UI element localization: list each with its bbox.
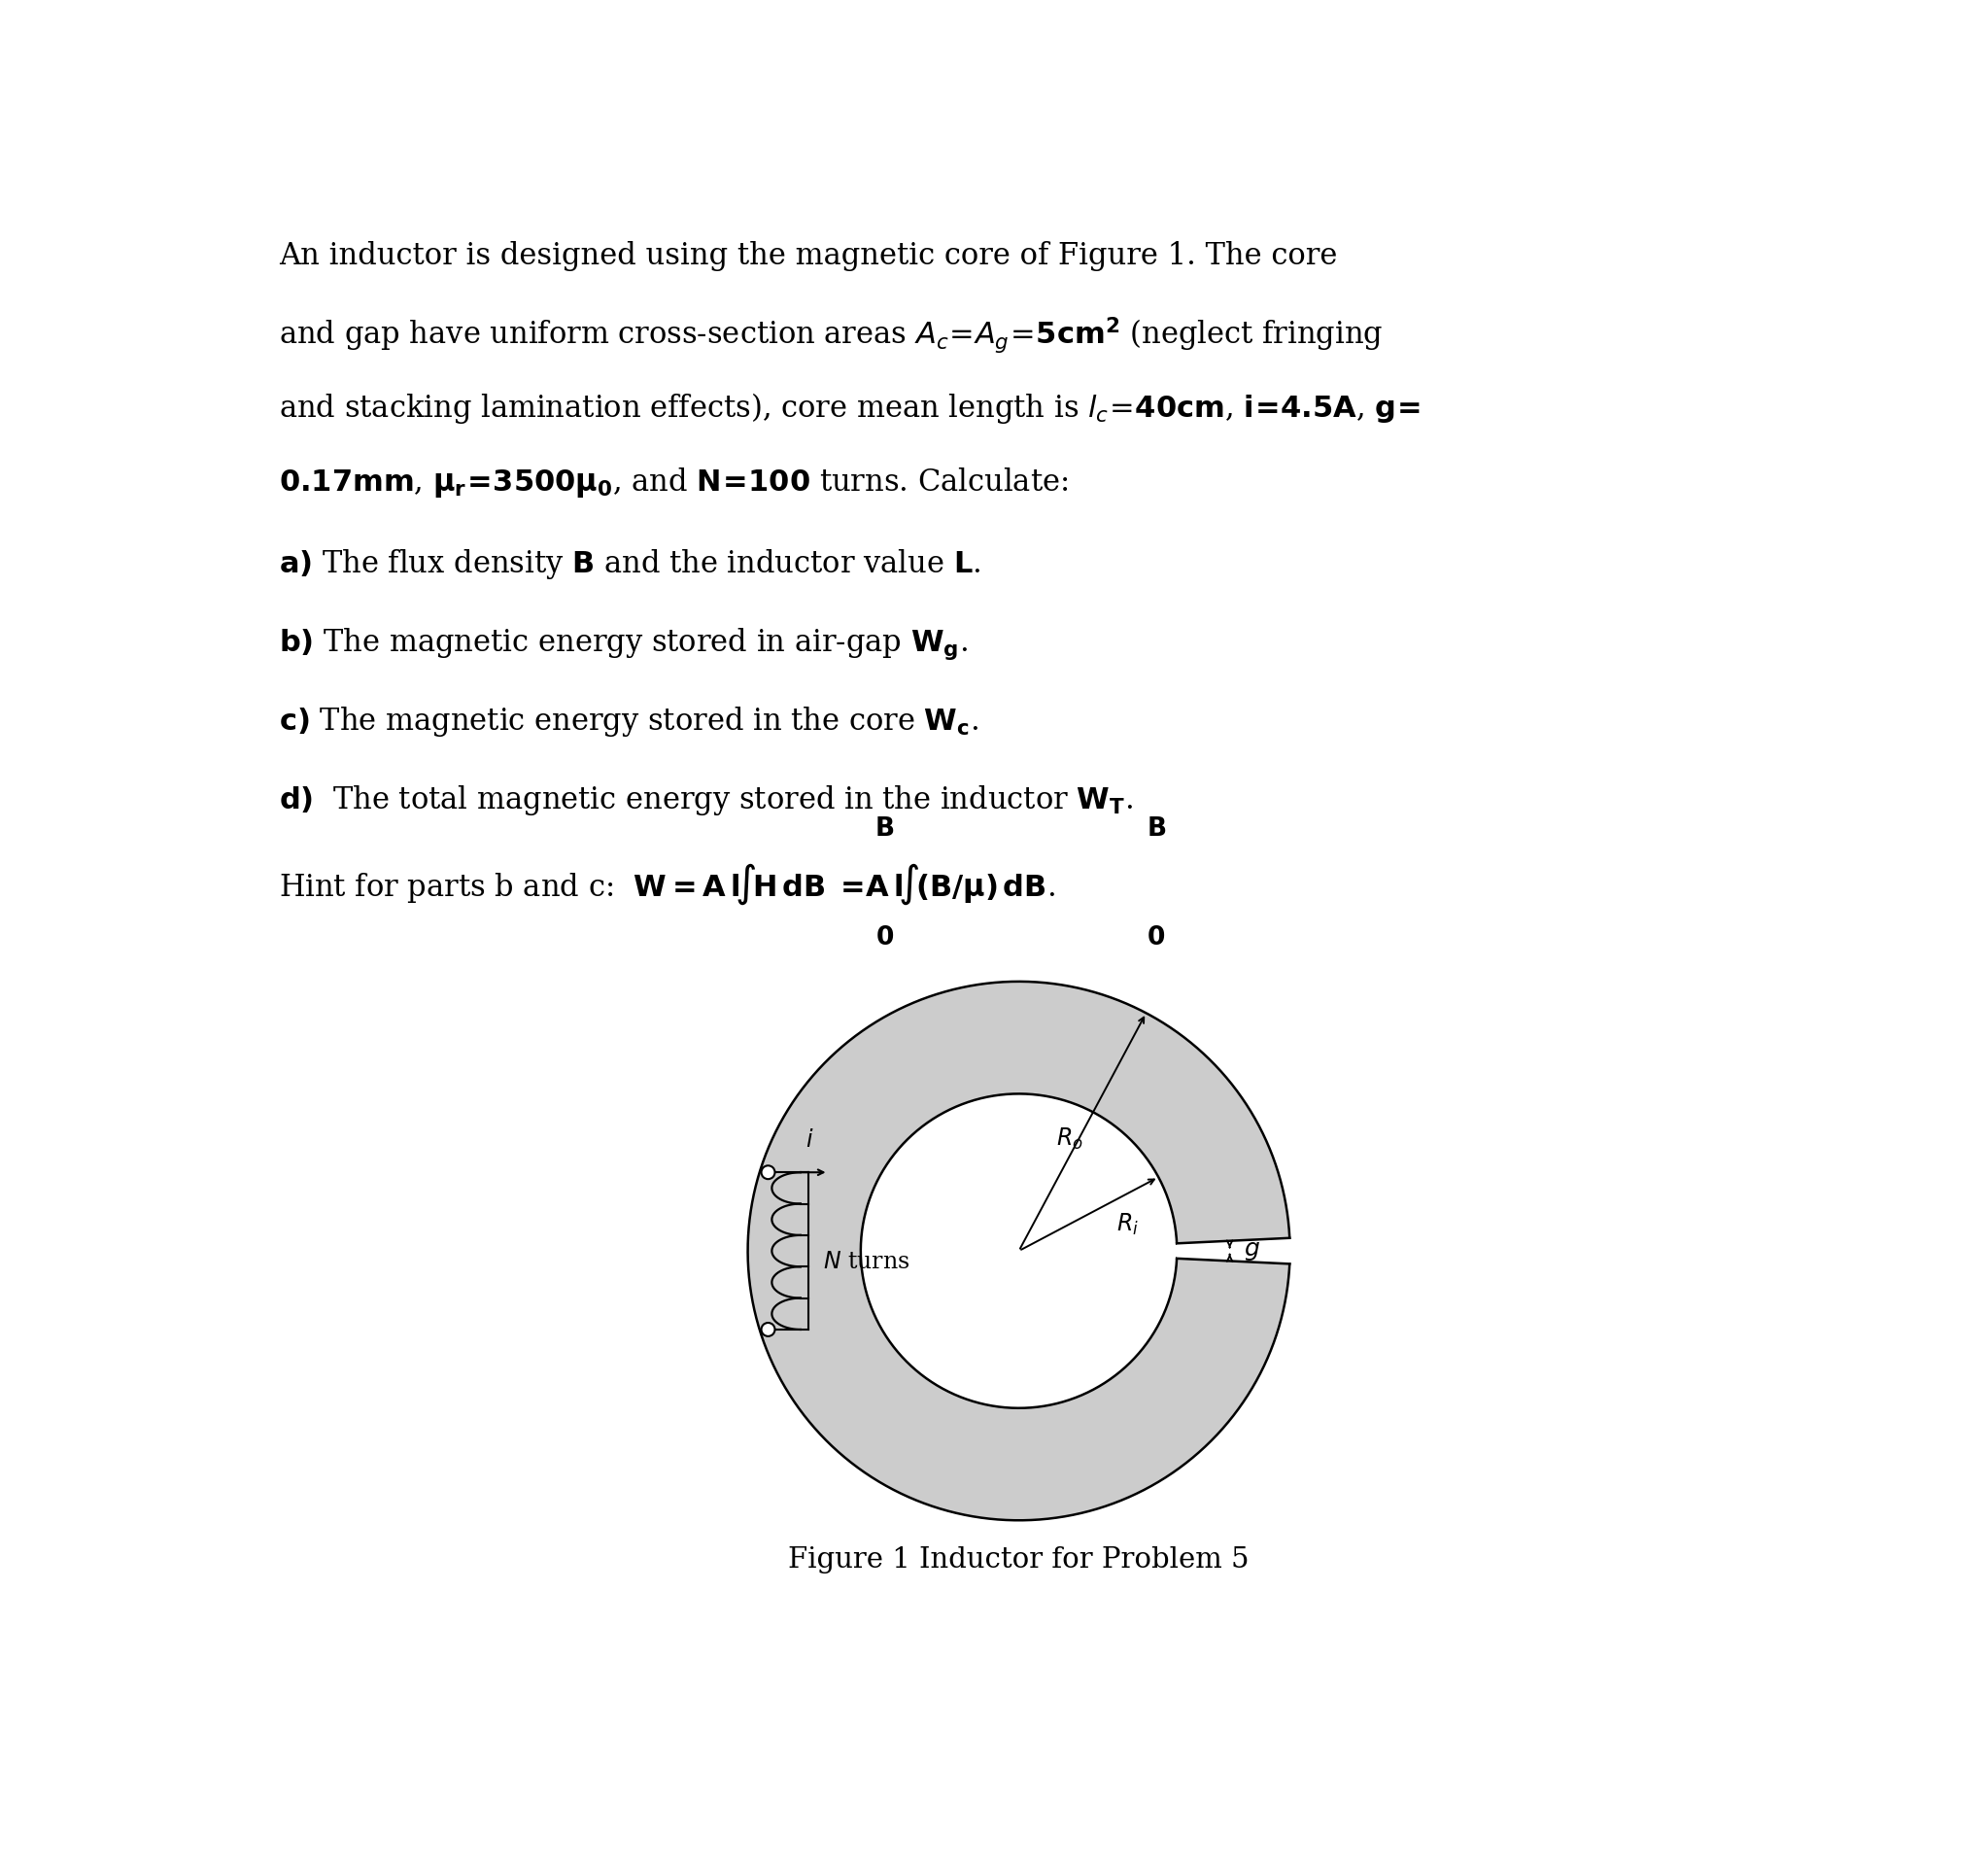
Text: An inductor is designed using the magnetic core of Figure 1. The core: An inductor is designed using the magnet… xyxy=(278,241,1338,271)
Text: $R_i$: $R_i$ xyxy=(1117,1212,1139,1237)
Text: $\mathbf{B}$: $\mathbf{B}$ xyxy=(1145,816,1165,841)
Text: and gap have uniform cross-section areas $A_c\!=\!A_g\!=\!\mathbf{5cm^2}$ (negle: and gap have uniform cross-section areas… xyxy=(278,316,1384,355)
Text: $i$: $i$ xyxy=(805,1128,813,1151)
Text: $\mathbf{b)}$ The magnetic energy stored in air-gap $\mathbf{W_g}$.: $\mathbf{b)}$ The magnetic energy stored… xyxy=(278,626,968,661)
Text: $N$ turns: $N$ turns xyxy=(823,1252,911,1274)
Text: $\mathbf{c)}$ The magnetic energy stored in the core $\mathbf{W_c}$.: $\mathbf{c)}$ The magnetic energy stored… xyxy=(278,704,978,738)
Text: $\mathbf{0.17mm}$, $\mathbf{\mu_r\!=\!3500\mu_0}$, and $\mathbf{N\!=\!100}$ turn: $\mathbf{0.17mm}$, $\mathbf{\mu_r\!=\!35… xyxy=(278,465,1068,499)
Circle shape xyxy=(761,1323,775,1336)
Text: $\mathbf{d)}$  The total magnetic energy stored in the inductor $\mathbf{W_T}$.: $\mathbf{d)}$ The total magnetic energy … xyxy=(278,783,1133,816)
Polygon shape xyxy=(1177,1238,1290,1265)
Text: $R_o$: $R_o$ xyxy=(1056,1126,1083,1151)
Polygon shape xyxy=(747,981,1290,1521)
Text: Hint for parts b and c:  $\mathbf{W = A\,l\!\int\!H\,dB\;=\!A\,l\!\int\!(B/\mu)\: Hint for parts b and c: $\mathbf{W = A\,… xyxy=(278,861,1056,906)
Text: $\mathbf{0}$: $\mathbf{0}$ xyxy=(875,925,895,949)
Text: $g$: $g$ xyxy=(1242,1240,1260,1263)
Text: Figure 1 Inductor for Problem 5: Figure 1 Inductor for Problem 5 xyxy=(789,1547,1248,1573)
Text: and stacking lamination effects), core mean length is $l_c\!=\!\mathbf{40cm}$, $: and stacking lamination effects), core m… xyxy=(278,390,1419,426)
Circle shape xyxy=(761,1166,775,1179)
Text: $\mathbf{a)}$ The flux density $\mathbf{B}$ and the inductor value $\mathbf{L}$.: $\mathbf{a)}$ The flux density $\mathbf{… xyxy=(278,547,980,581)
Text: $\mathbf{0}$: $\mathbf{0}$ xyxy=(1147,925,1165,949)
Text: $\mathbf{B}$: $\mathbf{B}$ xyxy=(875,816,895,841)
